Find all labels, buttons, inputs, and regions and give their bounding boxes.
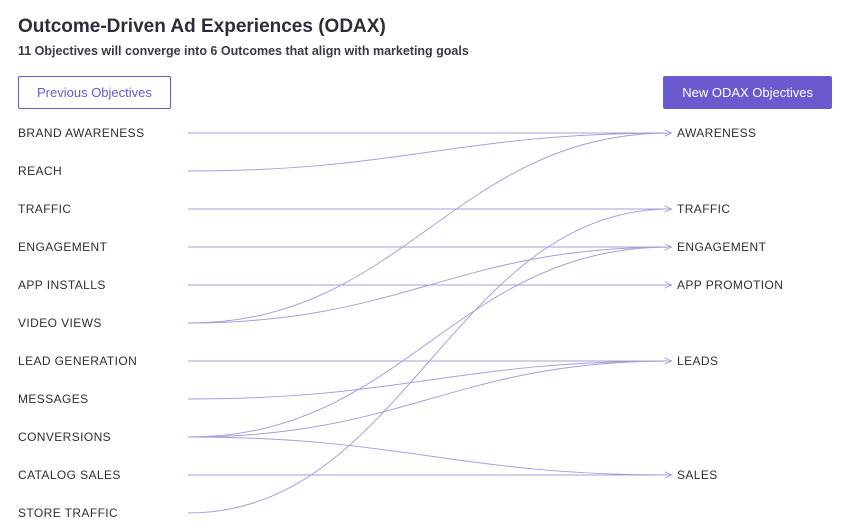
page-title: Outcome-Driven Ad Experiences (ODAX) bbox=[18, 16, 832, 38]
left-item: STORE TRAFFIC bbox=[18, 506, 118, 520]
page-subtitle: 11 Objectives will converge into 6 Outco… bbox=[18, 44, 832, 58]
left-item: CATALOG SALES bbox=[18, 468, 121, 482]
new-odax-objectives-button: New ODAX Objectives bbox=[663, 76, 832, 109]
left-item: LEAD GENERATION bbox=[18, 354, 137, 368]
header-row: Previous Objectives New ODAX Objectives bbox=[18, 76, 832, 109]
right-item: LEADS bbox=[677, 354, 718, 368]
right-item: ENGAGEMENT bbox=[677, 240, 766, 254]
left-item: VIDEO VIEWS bbox=[18, 316, 102, 330]
left-item: ENGAGEMENT bbox=[18, 240, 107, 254]
flow-lines bbox=[18, 123, 832, 523]
left-item: APP INSTALLS bbox=[18, 278, 106, 292]
left-item: BRAND AWARENESS bbox=[18, 126, 144, 140]
previous-objectives-button: Previous Objectives bbox=[18, 76, 171, 109]
mapping-diagram: BRAND AWARENESS REACH TRAFFIC ENGAGEMENT APP… bbox=[18, 123, 832, 523]
right-item: APP PROMOTION bbox=[677, 278, 783, 292]
flow-edge bbox=[188, 247, 671, 437]
right-item: TRAFFIC bbox=[677, 202, 730, 216]
flow-edge bbox=[188, 209, 671, 513]
flow-edge bbox=[188, 361, 671, 437]
right-item: SALES bbox=[677, 468, 718, 482]
flow-edge bbox=[188, 133, 671, 171]
right-item: AWARENESS bbox=[677, 126, 756, 140]
left-item: REACH bbox=[18, 164, 62, 178]
left-item: MESSAGES bbox=[18, 392, 89, 406]
flow-edge bbox=[188, 437, 671, 475]
flow-edge bbox=[188, 247, 671, 323]
flow-edge bbox=[188, 361, 671, 399]
left-item: TRAFFIC bbox=[18, 202, 71, 216]
left-item: CONVERSIONS bbox=[18, 430, 111, 444]
flow-edge bbox=[188, 133, 671, 323]
